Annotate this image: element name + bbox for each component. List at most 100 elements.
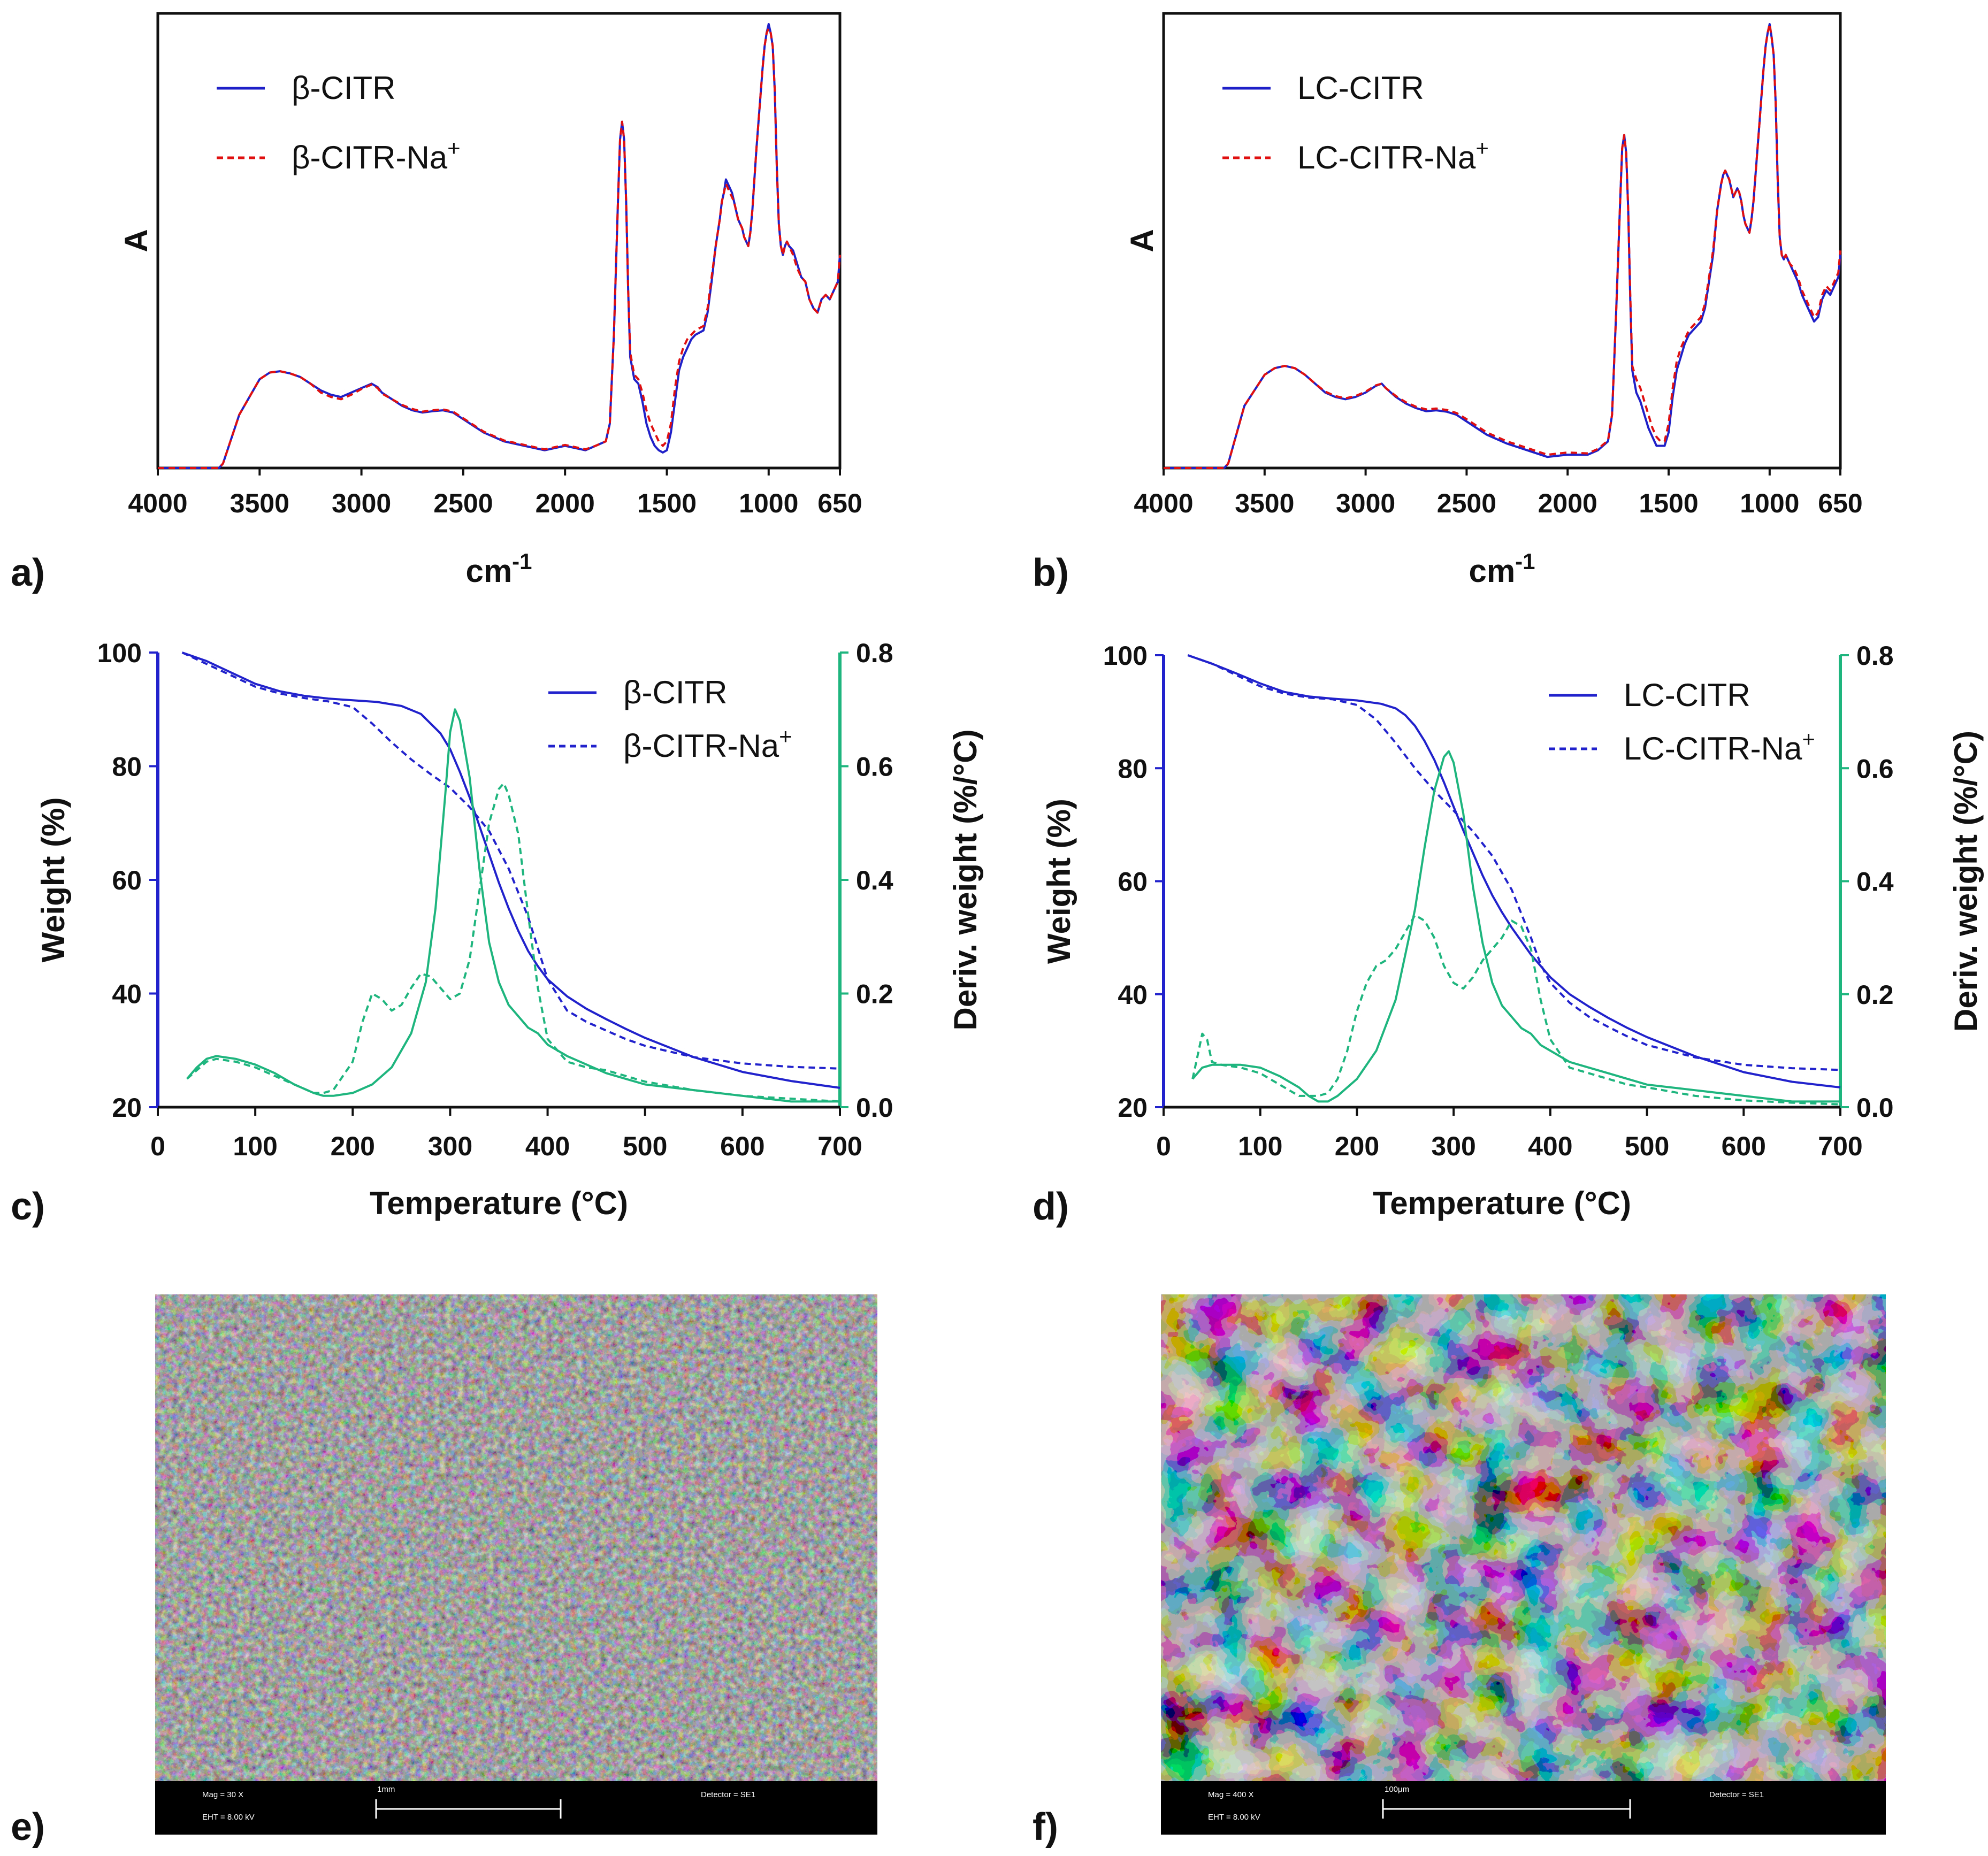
y2-tick-label: 0.0 bbox=[1856, 1093, 1894, 1123]
panel-c: 0 100 200 300 400 500 600 700 20 40 60 80 100 0.0 0.2 0… bbox=[11, 638, 983, 1228]
panel-b-letter: b) bbox=[1033, 551, 1069, 594]
series-line-2 bbox=[181, 651, 840, 1070]
legend-label: β-CITR bbox=[623, 674, 727, 710]
x-tick-label: 4000 bbox=[128, 488, 187, 518]
x-tick-label: 2500 bbox=[433, 488, 493, 518]
plot-frame bbox=[156, 12, 842, 470]
sem-info-bar-f bbox=[1161, 1781, 1886, 1835]
x-tick-label: 1000 bbox=[1740, 488, 1799, 518]
sem-detector-f: Detector = SE1 bbox=[1709, 1790, 1764, 1799]
legend-label: LC-CITR bbox=[1624, 677, 1750, 713]
y-tick-label: 40 bbox=[1118, 980, 1148, 1010]
x-tick-label: 400 bbox=[525, 1131, 570, 1161]
y-axis-title: A bbox=[1124, 229, 1160, 252]
y2-tick-label: 0.6 bbox=[856, 752, 893, 782]
panel-f-letter: f) bbox=[1033, 1806, 1058, 1849]
y-tick-label: 40 bbox=[112, 979, 142, 1009]
x-tick-label: 3500 bbox=[1235, 488, 1294, 518]
sem-eht-f: EHT = 8.00 kV bbox=[1208, 1813, 1260, 1822]
y-axis-title: A bbox=[118, 229, 154, 252]
y2-tick-label: 0.8 bbox=[1856, 641, 1894, 671]
x-tick-label: 200 bbox=[331, 1131, 375, 1161]
y-tick-label: 80 bbox=[1118, 754, 1148, 784]
series-line-2 bbox=[158, 27, 841, 469]
x-tick-label: 2000 bbox=[1538, 488, 1597, 518]
sem-mag-e: Mag = 30 X bbox=[202, 1790, 243, 1799]
x-tick-label: 500 bbox=[623, 1131, 667, 1161]
y2-axis-title: Deriv. weight (%/°C) bbox=[947, 730, 983, 1031]
panel-e-letter: e) bbox=[11, 1806, 45, 1849]
x-tick-label: 1500 bbox=[1639, 488, 1698, 518]
x-tick-label: 300 bbox=[428, 1131, 472, 1161]
panel-a: 4000 3500 3000 2500 2000 1500 1000 650 cm-1 Aβ-CI… bbox=[11, 12, 862, 594]
series-line-1 bbox=[1187, 654, 1841, 1088]
series-line-2 bbox=[1187, 654, 1841, 1071]
sem-scale-label-f: 100μm bbox=[1385, 1785, 1409, 1794]
legend-label: β-CITR-Na+ bbox=[292, 135, 461, 175]
x-tick-label: 300 bbox=[1431, 1131, 1475, 1161]
x-tick-label: 3000 bbox=[332, 488, 391, 518]
x-tick-label: 200 bbox=[1335, 1131, 1379, 1161]
series-line-4 bbox=[1191, 914, 1841, 1106]
x-tick-label: 600 bbox=[720, 1131, 764, 1161]
sem-scale-label-e: 1mm bbox=[377, 1785, 395, 1794]
x-tick-label: 700 bbox=[1818, 1131, 1862, 1161]
panel-d-plot: 0 100 200 300 400 500 600 700 20 40 60 80 100 0.0 0.2 0… bbox=[1041, 641, 1984, 1221]
legend-label: β-CITR bbox=[292, 70, 395, 106]
y-tick-label: 100 bbox=[1103, 641, 1148, 671]
x-axis-title: cm-1 bbox=[1469, 549, 1535, 589]
x-tick-label: 0 bbox=[1156, 1131, 1171, 1161]
panel-f: Mag = 400 X EHT = 8.00 kV 100μm Detector… bbox=[1033, 1294, 1886, 1849]
series-line-1 bbox=[158, 23, 841, 469]
y2-axis-title: Deriv. weight (%/°C) bbox=[1948, 731, 1984, 1032]
sem-image-f bbox=[1161, 1294, 1886, 1781]
y2-tick-label: 0.0 bbox=[856, 1093, 893, 1123]
sem-info-bar-e bbox=[155, 1781, 877, 1835]
y-tick-label: 80 bbox=[112, 752, 142, 782]
legend-label: LC-CITR bbox=[1297, 70, 1424, 106]
y2-tick-label: 0.4 bbox=[1856, 867, 1894, 897]
sem-eht-e: EHT = 8.00 kV bbox=[202, 1813, 255, 1822]
y2-tick-label: 0.2 bbox=[1856, 980, 1894, 1010]
y-axis-title: Weight (%) bbox=[35, 797, 71, 963]
y-tick-label: 60 bbox=[112, 865, 142, 895]
sem-image-e bbox=[155, 1294, 877, 1781]
legend-label: β-CITR-Na+ bbox=[623, 724, 792, 764]
y2-tick-label: 0.8 bbox=[856, 638, 893, 668]
x-axis-title: cm-1 bbox=[465, 549, 532, 589]
x-tick-label: 650 bbox=[1818, 488, 1862, 518]
panel-a-plot: 4000 3500 3000 2500 2000 1500 1000 650 cm-1 Aβ-CI… bbox=[118, 12, 862, 589]
panel-c-plot: 0 100 200 300 400 500 600 700 20 40 60 80 100 0.0 0.2 0… bbox=[35, 638, 983, 1221]
x-tick-label: 0 bbox=[150, 1131, 165, 1161]
y2-tick-label: 0.4 bbox=[856, 865, 893, 895]
y2-tick-label: 0.2 bbox=[856, 979, 893, 1009]
series-line-3 bbox=[1191, 750, 1840, 1103]
panel-d: 0 100 200 300 400 500 600 700 20 40 60 80 100 0.0 0.2 0… bbox=[1033, 641, 1984, 1228]
x-tick-label: 100 bbox=[233, 1131, 277, 1161]
panel-d-letter: d) bbox=[1033, 1185, 1069, 1228]
x-tick-label: 400 bbox=[1528, 1131, 1572, 1161]
series-line-2 bbox=[1164, 23, 1841, 469]
x-axis-title: Temperature (°C) bbox=[1373, 1185, 1631, 1221]
y-tick-label: 100 bbox=[97, 638, 142, 668]
panel-b-plot: 4000 3500 3000 2500 2000 1500 1000 650 cm-1 A LC-C… bbox=[1124, 12, 1863, 589]
x-tick-label: 1000 bbox=[739, 488, 798, 518]
x-tick-label: 4000 bbox=[1134, 488, 1193, 518]
x-tick-label: 2000 bbox=[536, 488, 595, 518]
x-tick-label: 600 bbox=[1722, 1131, 1766, 1161]
y-axis-title: Weight (%) bbox=[1041, 799, 1077, 964]
series-line-4 bbox=[186, 782, 840, 1103]
legend-label: LC-CITR-Na+ bbox=[1624, 726, 1815, 766]
series-line-1 bbox=[181, 651, 840, 1089]
panel-c-letter: c) bbox=[11, 1185, 45, 1228]
plot-frame bbox=[1162, 12, 1842, 470]
y2-tick-label: 0.6 bbox=[1856, 754, 1894, 784]
scale-bar-e bbox=[375, 1799, 562, 1819]
x-tick-label: 2500 bbox=[1437, 488, 1496, 518]
x-tick-label: 3500 bbox=[230, 488, 289, 518]
x-tick-label: 1500 bbox=[637, 488, 697, 518]
sem-detector-e: Detector = SE1 bbox=[701, 1790, 755, 1799]
x-tick-label: 700 bbox=[817, 1131, 862, 1161]
x-tick-label: 650 bbox=[817, 488, 862, 518]
